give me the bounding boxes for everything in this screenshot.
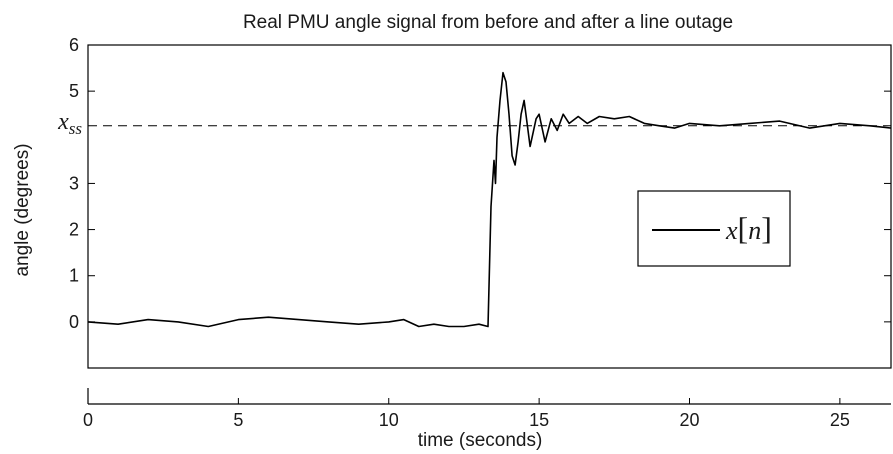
- steady-state-label: xss: [57, 109, 82, 138]
- x-axis-label: time (seconds): [418, 430, 543, 451]
- x-tick-label: 20: [679, 410, 699, 430]
- legend-label-close: ]: [761, 210, 772, 246]
- y-tick-label: 3: [69, 173, 79, 193]
- series-line-x-n: [87, 71, 892, 328]
- y-tick-label: 2: [69, 220, 79, 240]
- steady-state-label-sub: ss: [69, 119, 83, 138]
- steady-state-label-main: x: [57, 109, 69, 135]
- y-axis-label: angle (degrees): [12, 143, 33, 276]
- y-tick-label: 5: [69, 81, 79, 101]
- x-tick-label: 15: [529, 410, 549, 430]
- y-axis-tick-labels: 0 1 2 3 5 6: [69, 35, 79, 332]
- x-axis-tick-labels: 0 5 10 15 20 25: [83, 410, 850, 430]
- legend-box: [637, 190, 791, 267]
- y-tick-label: 1: [69, 266, 79, 286]
- x-tick-label: 25: [830, 410, 850, 430]
- x-axis-ticks: [87, 398, 841, 404]
- x-tick-label: 10: [379, 410, 399, 430]
- chart-title: Real PMU angle signal from before and af…: [243, 12, 733, 33]
- legend-label-index: n: [748, 216, 761, 245]
- legend-label: x[n]: [725, 210, 772, 246]
- x-tick-label: 0: [83, 410, 93, 430]
- y-tick-label: 6: [69, 35, 79, 55]
- legend-label-open: [: [738, 210, 749, 246]
- legend-label-var: x: [725, 216, 738, 245]
- legend: x[n]: [637, 190, 791, 267]
- plot-frame: [87, 44, 892, 369]
- x-tick-label: 5: [233, 410, 243, 430]
- y-tick-label: 0: [69, 312, 79, 332]
